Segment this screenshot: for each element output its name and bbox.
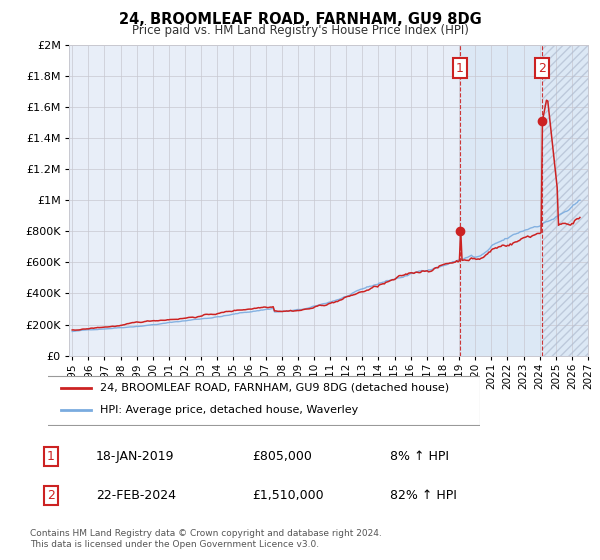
Text: 18-JAN-2019: 18-JAN-2019	[96, 450, 175, 463]
Text: HPI: Average price, detached house, Waverley: HPI: Average price, detached house, Wave…	[100, 405, 358, 416]
Text: 1: 1	[456, 62, 464, 74]
Bar	[542, 29, 596, 356]
Text: Contains HM Land Registry data © Crown copyright and database right 2024.
This d: Contains HM Land Registry data © Crown c…	[30, 529, 382, 549]
Text: 2: 2	[47, 489, 55, 502]
Bar	[460, 45, 542, 356]
Text: £805,000: £805,000	[252, 450, 312, 463]
Text: 22-FEB-2024: 22-FEB-2024	[96, 489, 176, 502]
Text: Price paid vs. HM Land Registry's House Price Index (HPI): Price paid vs. HM Land Registry's House …	[131, 24, 469, 37]
Text: 8% ↑ HPI: 8% ↑ HPI	[390, 450, 449, 463]
Text: 24, BROOMLEAF ROAD, FARNHAM, GU9 8DG (detached house): 24, BROOMLEAF ROAD, FARNHAM, GU9 8DG (de…	[100, 383, 449, 393]
Text: £1,510,000: £1,510,000	[252, 489, 323, 502]
FancyBboxPatch shape	[44, 376, 480, 425]
Text: 1: 1	[47, 450, 55, 463]
Text: 2: 2	[538, 62, 546, 74]
Text: 82% ↑ HPI: 82% ↑ HPI	[390, 489, 457, 502]
Text: 24, BROOMLEAF ROAD, FARNHAM, GU9 8DG: 24, BROOMLEAF ROAD, FARNHAM, GU9 8DG	[119, 12, 481, 27]
Bar	[542, 45, 596, 356]
